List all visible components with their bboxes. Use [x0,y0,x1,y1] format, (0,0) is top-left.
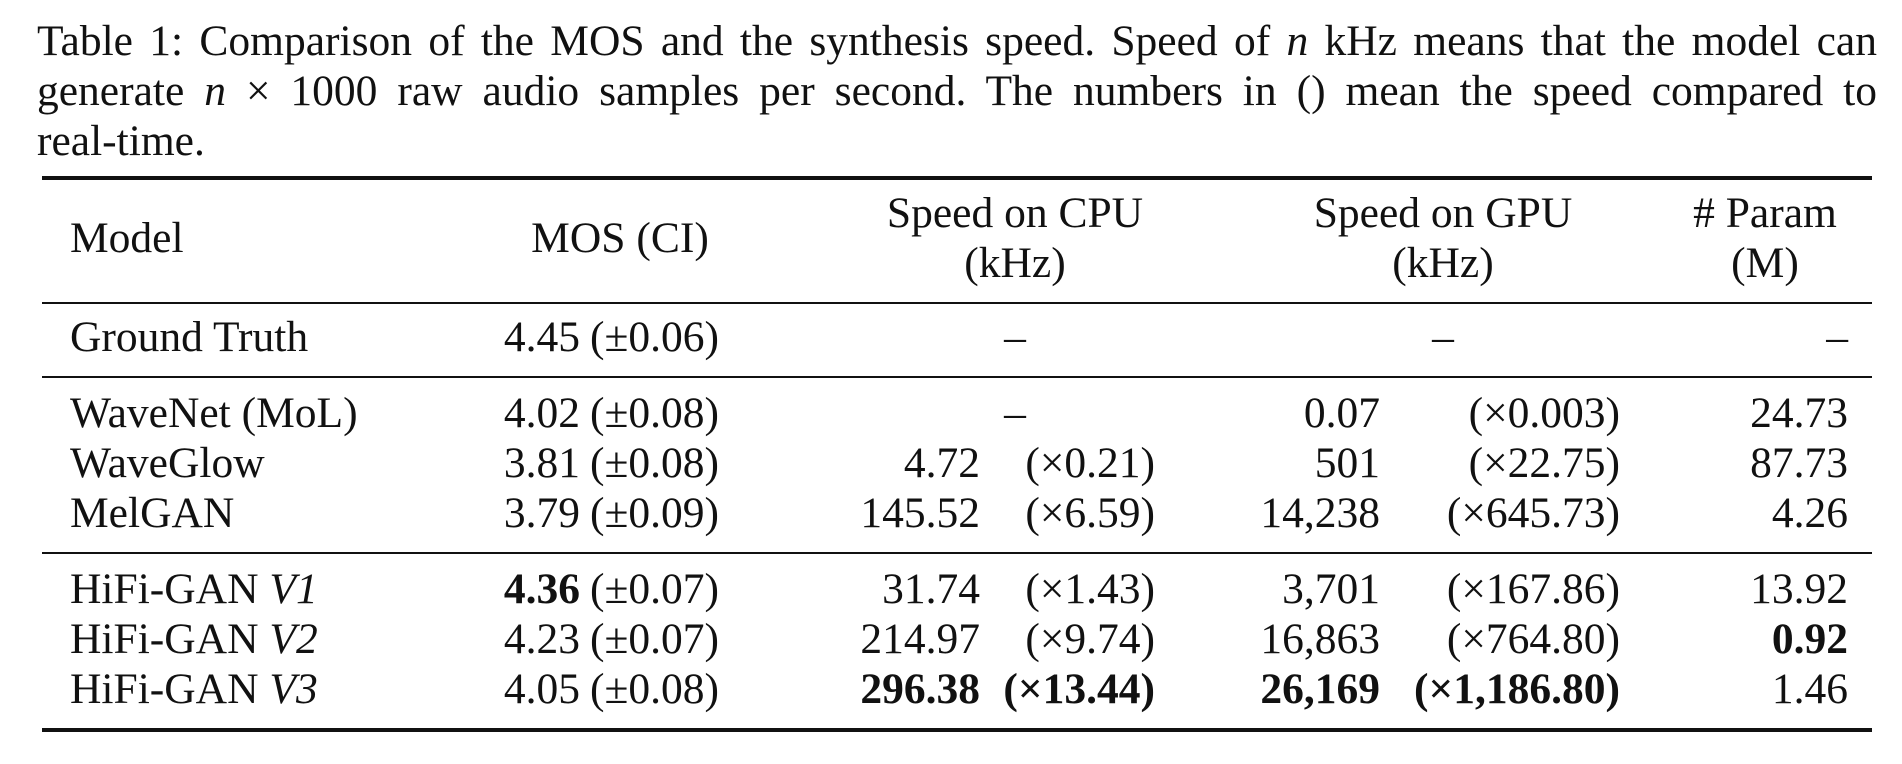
math-n: n [1286,17,1309,65]
mos-ci: (±0.06) [590,313,719,361]
model-name: Ground Truth [70,313,309,361]
model-variant: V3 [269,665,318,713]
caption-line-3: real-time. [37,117,205,165]
cpu-realtime: (×0.21) [1025,439,1155,487]
gpu-realtime: (×645.73) [1446,489,1620,537]
mos-value: 4.02 [503,389,580,437]
cpu-speed: 4.72 [903,439,980,487]
gpu-realtime: (×1,186.80) [1413,665,1620,713]
cpu-realtime: (×6.59) [1025,489,1155,537]
cpu-speed-dash: – [1004,389,1026,437]
caption-line-2: generate n × 1000 raw audio samples per … [37,67,1877,115]
header-mos: MOS (CI) [531,214,709,262]
math-n: n [204,67,226,115]
param-count: 0.92 [1771,615,1848,663]
gpu-speed: 14,238 [1260,489,1380,537]
header-cpu-line2: (kHz) [964,239,1066,287]
gpu-realtime: (×764.80) [1446,615,1620,663]
header-gpu-line2: (kHz) [1392,239,1494,287]
cpu-realtime: (×1.43) [1025,565,1155,613]
gpu-realtime: (×0.003) [1468,389,1620,437]
mos-value: 4.45 [503,313,580,361]
cpu-realtime: (×9.74) [1025,615,1155,663]
mos-ci: (±0.07) [590,615,719,663]
model-name: HiFi-GAN V1 [70,565,318,613]
header-cpu-line1: Speed on CPU [886,189,1144,237]
param-count: 4.26 [1771,489,1848,537]
top-rule [42,176,1872,180]
gpu-speed: 16,863 [1260,615,1380,663]
model-name: HiFi-GAN V3 [70,665,318,713]
group-rule-2 [42,552,1872,554]
header-param-line2: (M) [1731,239,1799,287]
cpu-realtime: (×13.44) [1003,665,1155,713]
mos-ci: (±0.08) [590,389,719,437]
mos-value: 3.79 [503,489,580,537]
cpu-speed-dash: – [1004,313,1026,361]
param-count: 1.46 [1771,665,1848,713]
table-caption: Table 1: Comparison of the MOS and the s… [37,16,1877,166]
cpu-speed: 31.74 [882,565,980,613]
header-model: Model [70,214,184,262]
param-count: 87.73 [1750,439,1848,487]
gpu-speed: 501 [1314,439,1380,487]
model-name: WaveNet (MoL) [70,389,358,437]
param-count: – [1826,313,1848,361]
header-gpu-line1: Speed on GPU [1313,189,1573,237]
caption-line-1: Table 1: Comparison of the MOS and the s… [37,17,1877,65]
model-name: WaveGlow [70,439,265,487]
model-name: HiFi-GAN V2 [70,615,318,663]
model-variant: V1 [269,565,318,613]
bottom-rule [42,728,1872,732]
cpu-speed: 214.97 [860,615,980,663]
gpu-realtime: (×167.86) [1446,565,1620,613]
gpu-realtime: (×22.75) [1468,439,1620,487]
model-name: MelGAN [70,489,235,537]
group-rule-1 [42,376,1872,378]
mos-ci: (±0.08) [590,665,719,713]
cpu-speed: 296.38 [860,665,980,713]
mos-value: 4.36 [503,565,580,613]
header-rule [42,302,1872,304]
gpu-speed-dash: – [1432,313,1454,361]
gpu-speed: 26,169 [1260,665,1380,713]
gpu-speed: 0.07 [1303,389,1380,437]
mos-ci: (±0.09) [590,489,719,537]
mos-value: 4.23 [503,615,580,663]
mos-value: 4.05 [503,665,580,713]
gpu-speed: 3,701 [1282,565,1380,613]
header-param-line1: # Param [1693,189,1837,237]
cpu-speed: 145.52 [860,489,980,537]
mos-ci: (±0.07) [590,565,719,613]
model-variant: V2 [269,615,318,663]
mos-ci: (±0.08) [590,439,719,487]
mos-value: 3.81 [503,439,580,487]
param-count: 24.73 [1750,389,1848,437]
param-count: 13.92 [1750,565,1848,613]
